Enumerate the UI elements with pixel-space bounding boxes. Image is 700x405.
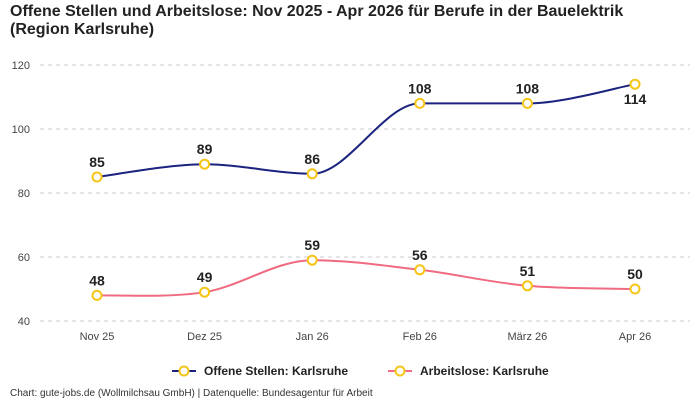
data-label: 114 xyxy=(624,91,647,107)
chart-title-line-2: (Region Karlsruhe) xyxy=(10,21,154,38)
chart-title-line-1: Offene Stellen und Arbeitslose: Nov 2025… xyxy=(10,3,623,20)
data-point xyxy=(91,171,103,183)
x-tick-label: Apr 26 xyxy=(619,331,651,343)
x-tick-label: Nov 25 xyxy=(80,331,115,343)
data-label: 108 xyxy=(516,80,540,96)
y-tick-label: 80 xyxy=(18,188,30,200)
x-tick-label: März 26 xyxy=(508,331,548,343)
data-label: 89 xyxy=(197,141,213,157)
data-label: 108 xyxy=(408,80,432,96)
data-point xyxy=(306,254,318,266)
data-point xyxy=(414,264,426,276)
y-tick-label: 120 xyxy=(12,60,30,72)
legend-swatch-marker xyxy=(178,365,190,377)
data-label: 86 xyxy=(304,151,320,167)
series-layer xyxy=(91,78,641,301)
data-label: 56 xyxy=(412,247,428,263)
data-point xyxy=(306,168,318,180)
data-label: 85 xyxy=(89,154,105,170)
legend: Offene Stellen: Karlsruhe Arbeitslose: Ka… xyxy=(172,364,549,378)
data-label-layer: 85 89 86 108 108 114 48 49 59 56 51 50 xyxy=(89,80,646,288)
legend-label: Arbeitslose: Karlsruhe xyxy=(420,364,549,378)
chart-footer: Chart: gute-jobs.de (Wollmilchsau GmbH) … xyxy=(10,388,373,399)
data-label: 50 xyxy=(627,266,643,282)
axis-layer: 40 60 80 100 120 Nov 25 Dez 25 Jan 26 Feb 26 März… xyxy=(12,60,652,343)
data-point xyxy=(199,158,211,170)
data-point xyxy=(414,97,426,109)
data-point xyxy=(629,78,641,90)
x-tick-label: Dez 25 xyxy=(187,331,222,343)
data-point xyxy=(521,97,533,109)
y-tick-label: 100 xyxy=(12,124,30,136)
x-tick-label: Feb 26 xyxy=(403,331,437,343)
series-line-1 xyxy=(96,83,636,178)
legend-swatch-marker xyxy=(394,365,406,377)
data-label: 51 xyxy=(520,263,536,279)
x-tick-label: Jan 26 xyxy=(296,331,329,343)
data-point xyxy=(629,283,641,295)
data-point xyxy=(199,286,211,298)
data-label: 59 xyxy=(304,237,320,253)
legend-label: Offene Stellen: Karlsruhe xyxy=(204,364,348,378)
data-label: 48 xyxy=(89,272,105,288)
series-line-2 xyxy=(96,259,636,297)
data-point xyxy=(521,280,533,292)
y-tick-label: 40 xyxy=(18,316,30,328)
data-label: 49 xyxy=(197,269,213,285)
y-tick-label: 60 xyxy=(18,252,30,264)
grid-layer xyxy=(40,64,690,322)
data-point xyxy=(91,289,103,301)
